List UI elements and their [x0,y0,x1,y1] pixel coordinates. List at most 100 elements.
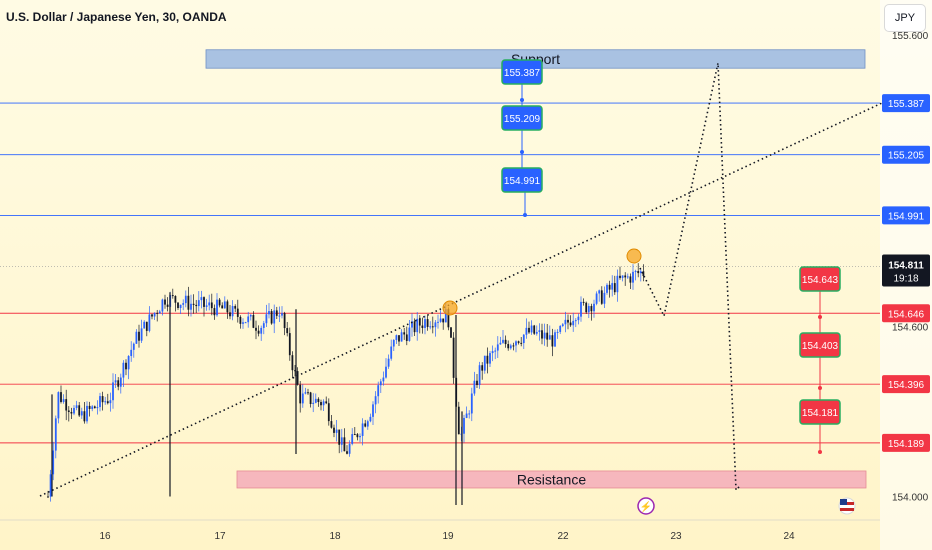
svg-text:154.991: 154.991 [504,176,541,187]
candle-body [491,351,494,354]
candle-body [595,293,598,304]
candle-body [138,331,140,341]
candle-body [418,318,421,326]
candle-body [442,318,445,323]
candle-body [91,406,94,409]
candle-body [538,330,541,332]
candle-body [257,330,260,334]
candle-body [52,450,55,475]
candle-body [192,303,195,305]
candle-body [304,392,307,394]
candle-body [351,434,354,444]
candle-body [229,312,231,317]
candle-body [335,429,338,433]
x-tick-label: 17 [214,531,226,542]
candle-body [309,392,312,404]
anchor-dot [818,386,822,390]
candle-body [486,355,489,364]
candle-body [499,342,502,345]
candle-body [200,297,203,301]
candle-body [164,299,166,305]
candle-body [416,318,419,333]
candle-body [585,302,588,313]
candle-body [312,402,315,404]
candle-body [642,271,645,276]
candle-body [231,306,234,317]
candle-body [398,335,400,342]
candle-body [265,314,268,324]
candle-body [515,341,517,346]
candle-body [541,330,543,339]
candle-body [528,327,530,333]
anchor-dot [520,98,524,102]
candle-body [353,434,356,436]
candle-body [569,322,572,326]
candle-body [606,284,608,293]
candle-body [174,296,177,303]
x-tick-label: 24 [783,531,795,542]
candle-body [377,385,380,397]
candle-body [457,406,460,435]
candle-body [187,295,190,310]
candle-body [96,407,99,409]
candle-body [632,271,634,283]
candle-body [252,315,255,328]
x-tick-label: 22 [557,531,569,542]
candles [47,263,645,505]
candle-body [307,392,309,394]
candle-body [325,401,328,404]
candle-body [426,319,429,327]
candle-body [114,380,117,383]
candle-body [338,429,341,445]
candle-body [522,334,525,344]
candle-body [551,335,554,347]
candle-body [166,304,169,307]
candle-body [463,417,465,434]
candle-body [590,306,593,312]
lightning-event-icon [637,497,655,515]
upper-target-label: 154.991 [501,167,543,193]
candle-body [301,393,304,404]
level-price-tag: 154.189 [882,433,930,452]
candle-body [567,319,569,323]
candle-body [270,311,273,324]
resistance-zone [236,470,867,489]
candle-body [624,275,627,278]
candle-body [119,377,122,387]
candle-body [143,321,146,329]
candle-body [543,332,546,339]
candle-body [288,333,291,356]
candle-body [525,327,528,335]
candle-body [476,380,478,386]
candle-body [49,474,52,497]
candle-body [348,443,351,454]
candle-body [395,335,398,341]
candle-body [517,341,520,343]
candle-body [47,496,49,498]
candle-body [392,340,395,347]
candle-body [291,355,294,371]
candle-body [62,399,65,402]
candle-body [502,339,504,343]
candle-body [468,413,471,415]
candle-body [637,271,640,274]
lower-target-label: 154.643 [799,266,841,292]
level-price-tag: 154.646 [882,304,930,323]
svg-text:154.643: 154.643 [802,275,839,286]
candle-body [356,434,359,438]
candle-body [374,396,377,405]
candle-body [489,353,491,364]
candle-body [616,275,619,293]
candle-body [151,314,153,317]
candle-body [369,416,372,422]
lightning-event-glyph: ⚡ [640,500,652,513]
currency-button[interactable]: JPY [884,4,926,32]
candle-body [603,292,606,304]
svg-text:154.646: 154.646 [888,309,925,320]
candle-body [273,310,276,324]
candle-body [535,331,538,334]
candle-body [465,413,468,418]
candle-body [117,380,120,387]
